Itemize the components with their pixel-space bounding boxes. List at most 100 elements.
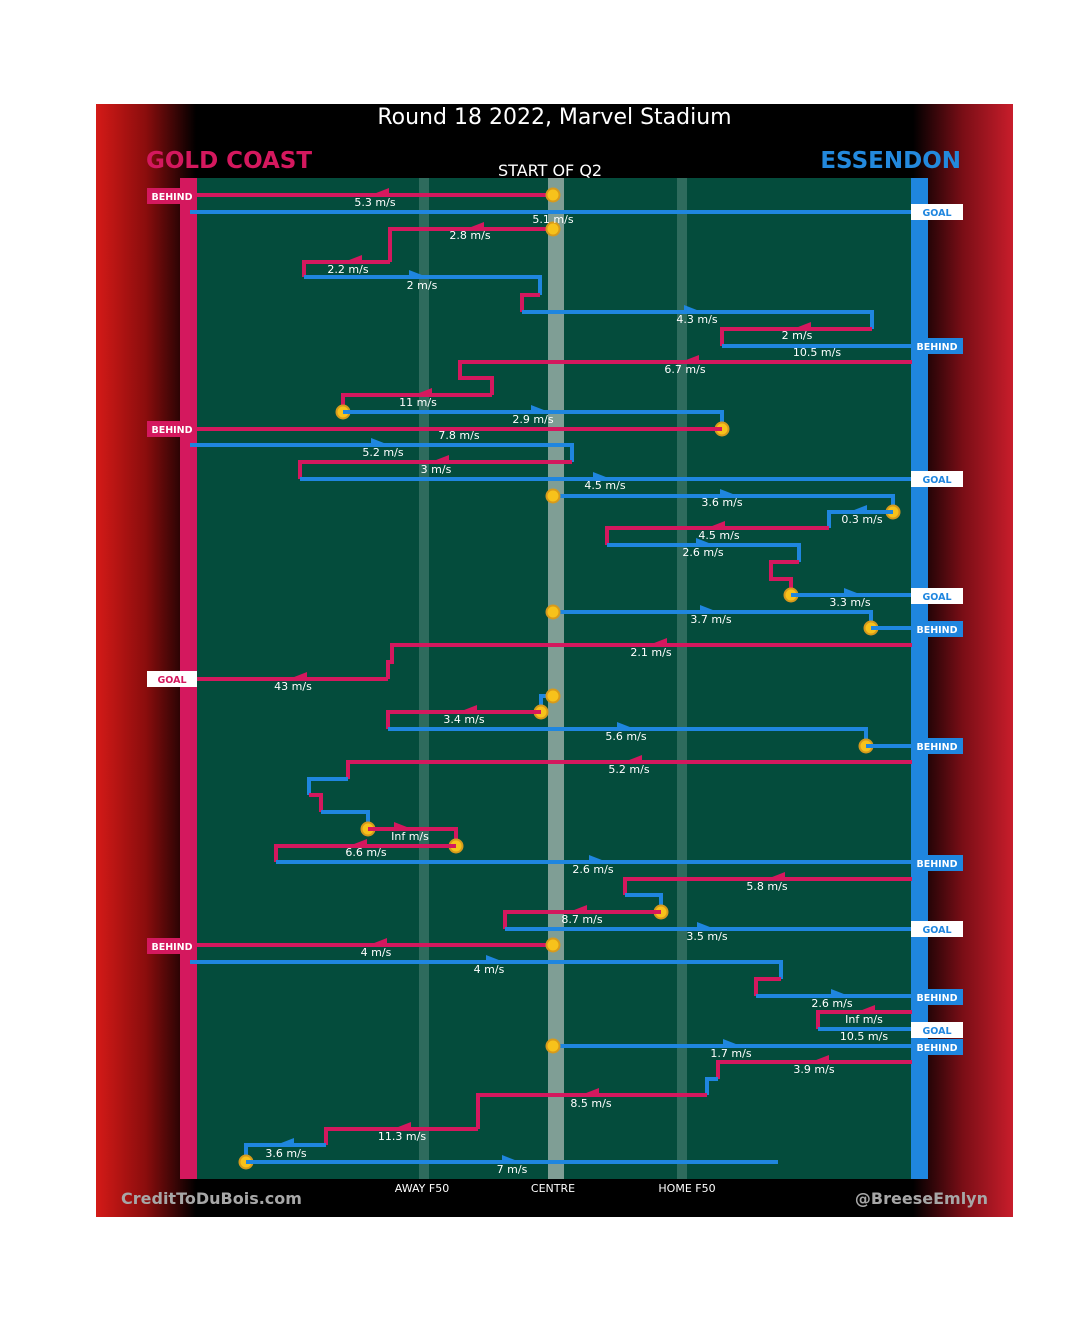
chain-arrow-10: [414, 388, 432, 395]
chain-line-42: [190, 960, 783, 979]
chain-line-24: [386, 643, 912, 679]
home-f50-line: [677, 178, 687, 1179]
outcome-label-11: BEHIND: [151, 942, 192, 953]
speed-label-17: 0.3 m/s: [841, 513, 882, 526]
chain-arrow-25: [289, 672, 307, 679]
speed-label-25: 43 m/s: [274, 680, 312, 693]
chain-arrow-4: [409, 270, 427, 277]
chain-arrow-47: [723, 1039, 741, 1046]
chain-arrow-0: [371, 188, 389, 195]
outcome-label-6: BEHIND: [916, 625, 957, 636]
speed-label-37: 5.8 m/s: [746, 880, 787, 893]
outcome-badge-13: [911, 1022, 963, 1038]
centre-line: [548, 178, 564, 1179]
stoppage-marker-26-0: [545, 688, 561, 704]
speed-label-48: 3.9 m/s: [793, 1063, 834, 1076]
chain-arrow-13: [371, 438, 389, 445]
chain-arrow-51: [393, 1122, 411, 1129]
chain-arrow-41: [369, 938, 387, 945]
outcome-label-8: BEHIND: [916, 742, 957, 753]
speed-label-15: 4.5 m/s: [584, 479, 625, 492]
chain-arrow-44: [831, 989, 849, 996]
speed-label-8: 10.5 m/s: [793, 346, 841, 359]
outcome-badge-5: [911, 588, 963, 604]
chain-line-14: [298, 460, 572, 479]
chain-line-39: [503, 910, 661, 929]
outcome-badge-1: [911, 204, 963, 220]
chain-arrow-28: [617, 722, 635, 729]
speed-label-22: 3.7 m/s: [690, 613, 731, 626]
speed-label-19: 2.6 m/s: [682, 546, 723, 559]
outcome-badge-12: [911, 989, 963, 1005]
stoppage-marker-16-0: [545, 488, 561, 504]
chain-arrow-7: [793, 322, 811, 329]
chain-arrow-52: [276, 1138, 294, 1145]
chain-arrow-37: [767, 872, 785, 879]
speed-label-6: 4.3 m/s: [676, 313, 717, 326]
speed-label-9: 6.7 m/s: [664, 363, 705, 376]
chain-line-9: [458, 360, 912, 395]
chain-arrow-48: [811, 1055, 829, 1062]
speed-label-0: 5.3 m/s: [354, 196, 395, 209]
outcome-badge-0: [147, 188, 197, 204]
outcome-badge-11: [147, 938, 197, 954]
speed-label-46: 10.5 m/s: [840, 1030, 888, 1043]
chain-arrow-35: [349, 839, 367, 846]
chain-line-50: [476, 1093, 707, 1129]
x-tick-home-f50: HOME F50: [658, 1182, 716, 1195]
speed-label-4: 2 m/s: [407, 279, 438, 292]
outcome-label-4: GOAL: [922, 475, 951, 486]
chain-arrow-34: [394, 822, 412, 829]
chain-line-37: [623, 877, 912, 895]
speed-label-47: 1.7 m/s: [710, 1047, 751, 1060]
speed-label-18: 4.5 m/s: [698, 529, 739, 542]
chain-line-30: [346, 760, 912, 779]
stoppage-marker-0-0: [545, 187, 561, 203]
chart-frame: 5.3 m/s 5.1 m/s 2.8 m/s 2.2 m/s 2 m/s 4.3 m/s…: [96, 104, 1013, 1217]
chain-arrow-14: [431, 455, 449, 462]
speed-label-40: 3.5 m/s: [686, 930, 727, 943]
outcome-label-13: GOAL: [922, 1026, 951, 1037]
outcome-badge-3: [147, 421, 197, 437]
outcome-label-5: GOAL: [922, 592, 951, 603]
credit-left: CreditToDuBois.com: [121, 1189, 302, 1208]
chain-arrow-22: [700, 605, 718, 612]
outcome-badge-6: [911, 621, 963, 637]
chain-arrow-50: [581, 1088, 599, 1095]
chain-arrow-3: [344, 255, 362, 262]
chain-line-35: [274, 844, 456, 862]
chain-line-51: [324, 1127, 478, 1145]
speed-label-44: 2.6 m/s: [811, 997, 852, 1010]
speed-label-52: 3.6 m/s: [265, 1147, 306, 1160]
outcome-badge-8: [911, 738, 963, 754]
outcome-label-9: BEHIND: [916, 859, 957, 870]
chain-arrow-11: [531, 405, 549, 412]
chain-line-32: [309, 793, 323, 812]
speed-label-11: 2.9 m/s: [512, 413, 553, 426]
speed-label-16: 3.6 m/s: [701, 496, 742, 509]
speed-label-51: 11.3 m/s: [378, 1130, 426, 1143]
speed-label-1: 5.1 m/s: [532, 213, 573, 226]
chain-arrow-27: [459, 705, 477, 712]
speed-label-34: Inf m/s: [391, 830, 429, 843]
outcome-badge-7: [147, 671, 197, 687]
speed-label-10: 11 m/s: [399, 396, 437, 409]
speed-label-12: 7.8 m/s: [438, 429, 479, 442]
chain-arrow-2: [466, 222, 484, 229]
stoppage-marker-22-0: [545, 604, 561, 620]
outcome-badge-4: [911, 471, 963, 487]
outcome-badge-14: [911, 1039, 963, 1055]
outcome-label-1: GOAL: [922, 208, 951, 219]
chain-line-6: [522, 310, 874, 329]
chain-arrow-9: [681, 355, 699, 362]
chain-arrow-6: [684, 305, 702, 312]
away-f50-line: [419, 178, 429, 1179]
speed-label-14: 3 m/s: [421, 463, 452, 476]
team-left-label: GOLD COAST: [146, 148, 313, 174]
speed-label-53: 7 m/s: [497, 1163, 528, 1176]
speed-label-28: 5.6 m/s: [605, 730, 646, 743]
speed-label-30: 5.2 m/s: [608, 763, 649, 776]
chain-arrow-36: [589, 855, 607, 862]
speed-label-50: 8.5 m/s: [570, 1097, 611, 1110]
chain-line-20: [769, 560, 799, 595]
